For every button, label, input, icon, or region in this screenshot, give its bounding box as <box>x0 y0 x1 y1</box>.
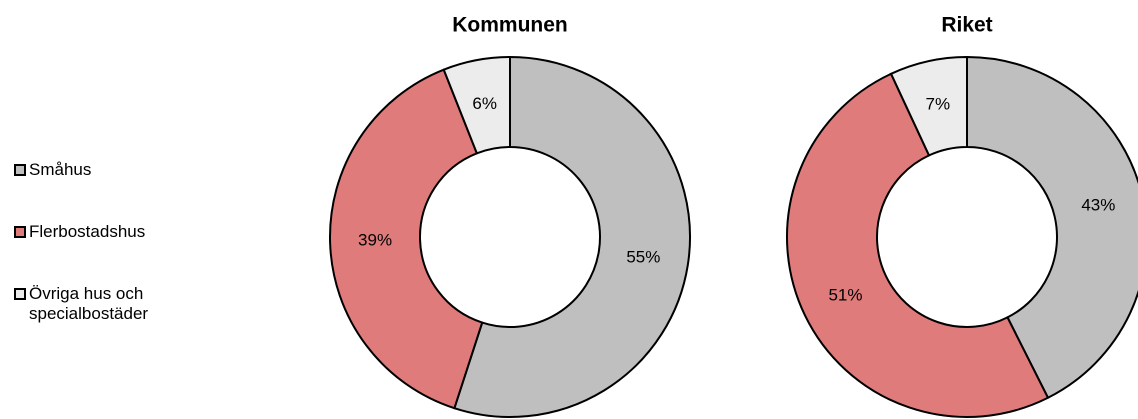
legend-label: Flerbostadshus <box>29 222 146 241</box>
legend-swatch <box>14 164 26 176</box>
donut-slice <box>329 68 484 410</box>
data-label: 43% <box>1081 195 1115 214</box>
legend-item: Övriga hus och specialbostäder <box>14 284 174 324</box>
legend-label: Övriga hus och specialbostäder <box>29 284 149 323</box>
data-label: 7% <box>926 95 951 114</box>
chart-title: Riket <box>941 14 992 37</box>
legend-item: Flerbostadshus <box>14 222 194 242</box>
legend: Småhus Flerbostadshus Övriga hus och speci… <box>14 160 194 366</box>
legend-label: Småhus <box>29 160 92 179</box>
chart-title: Kommunen <box>452 14 568 37</box>
data-label: 55% <box>626 248 660 267</box>
data-label: 6% <box>472 94 497 113</box>
legend-swatch <box>14 226 26 238</box>
data-label: 51% <box>828 285 862 304</box>
donut-slice <box>966 55 1138 400</box>
legend-swatch <box>14 288 26 300</box>
donut-slice <box>889 55 968 157</box>
donut-slice <box>786 72 1050 418</box>
legend-item: Småhus <box>14 160 194 180</box>
donut-slice <box>453 55 691 418</box>
donut-slice <box>442 55 511 155</box>
data-label: 39% <box>358 231 392 250</box>
